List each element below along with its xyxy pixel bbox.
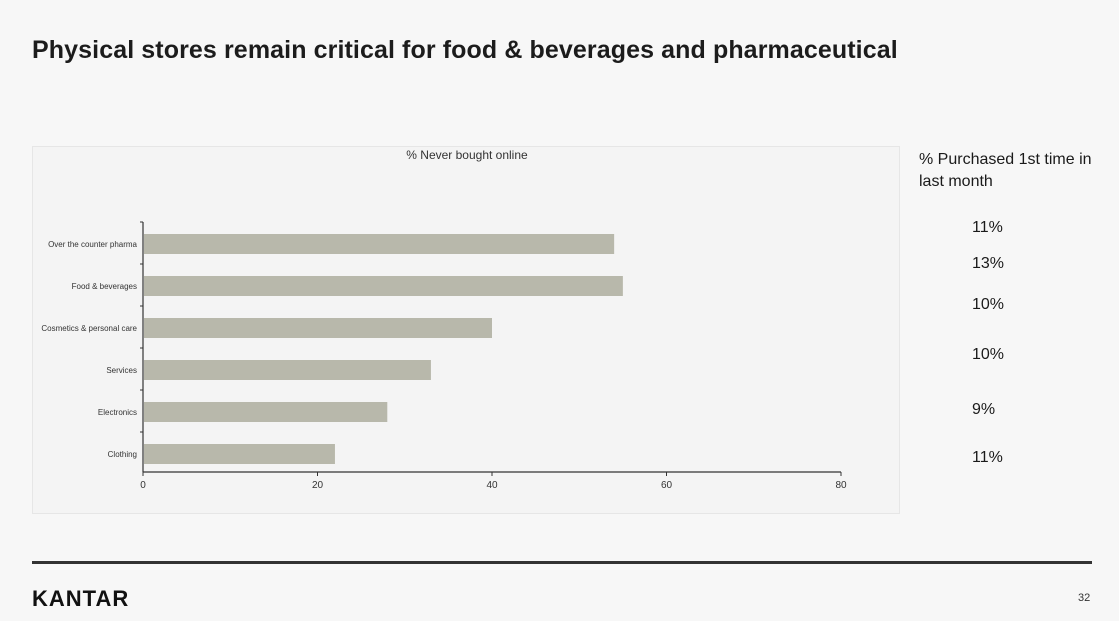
kantar-logo: KANTAR bbox=[32, 586, 130, 611]
purchased-first-time-value: 11% bbox=[972, 449, 1003, 466]
page-number: 32 bbox=[1078, 592, 1091, 604]
bar bbox=[144, 360, 431, 380]
purchased-first-time-value: 11% bbox=[972, 219, 1003, 236]
category-label: Services bbox=[106, 366, 137, 375]
purchased-first-time-value: 9% bbox=[972, 401, 996, 418]
purchased-first-time-value: 10% bbox=[972, 296, 1005, 313]
chart-panel: % Never bought online Over the counter p… bbox=[32, 146, 900, 514]
category-label: Cosmetics & personal care bbox=[41, 324, 137, 333]
x-tick-label: 0 bbox=[140, 480, 146, 491]
x-tick-label: 60 bbox=[661, 480, 673, 491]
bar-chart: % Never bought online Over the counter p… bbox=[41, 148, 847, 491]
footer-divider bbox=[32, 561, 1092, 564]
bar bbox=[144, 234, 615, 254]
category-label: Food & beverages bbox=[72, 282, 137, 291]
bar bbox=[144, 276, 623, 296]
purchased-first-time-header: % Purchased 1st time in last month bbox=[919, 151, 1092, 190]
bar bbox=[144, 444, 335, 464]
x-tick-label: 80 bbox=[835, 480, 847, 491]
category-label: Over the counter pharma bbox=[48, 240, 137, 249]
category-label: Clothing bbox=[108, 450, 137, 459]
x-tick-label: 40 bbox=[486, 480, 498, 491]
bar bbox=[144, 318, 492, 338]
purchased-first-time-value: 10% bbox=[972, 346, 1005, 363]
category-label: Electronics bbox=[98, 408, 137, 417]
chart-title: % Never bought online bbox=[406, 148, 528, 162]
purchased-first-time-value: 13% bbox=[972, 255, 1005, 272]
x-tick-label: 20 bbox=[312, 480, 324, 491]
slide-title: Physical stores remain critical for food… bbox=[32, 36, 898, 64]
bar bbox=[144, 402, 388, 422]
